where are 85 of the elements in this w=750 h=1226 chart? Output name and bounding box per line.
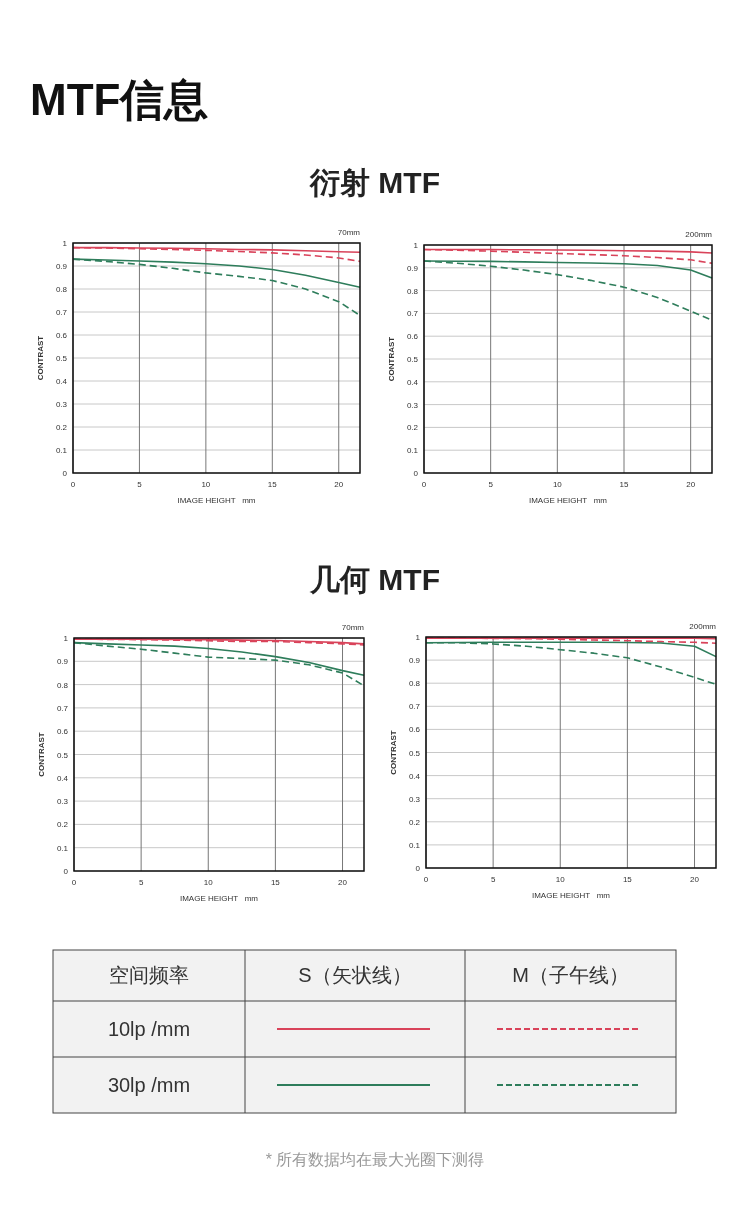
x-tick-label: 0: [70, 480, 76, 489]
y-axis-title: CONTRAST: [36, 335, 45, 381]
y-tick-label: 0.4: [408, 771, 421, 781]
x-tick-label: 10: [552, 480, 563, 489]
y-tick-label: 0.2: [406, 423, 419, 433]
y-tick-label: 0: [415, 864, 421, 873]
text: M（子午线）: [512, 964, 629, 986]
y-tick-label: 0.9: [406, 263, 419, 273]
chart-title: 衍射 MTF: [309, 166, 440, 199]
y-tick-label: 1: [413, 241, 419, 250]
y-tick-label: 0.3: [408, 794, 421, 804]
y-tick-label: 0.4: [406, 377, 419, 387]
y-tick-label: 0.1: [408, 840, 421, 850]
text: 30lp /mm: [107, 1074, 191, 1096]
x-tick-label: 15: [622, 875, 633, 884]
x-tick-label: 15: [270, 878, 281, 887]
text: 200mm: [685, 230, 713, 239]
y-axis-title: CONTRAST: [387, 336, 396, 382]
y-tick-label: 0.8: [55, 285, 68, 294]
x-axis-title: IMAGE HEIGHT mm: [531, 891, 611, 900]
y-tick-label: 0.5: [56, 750, 69, 760]
y-tick-label: 0.7: [56, 703, 69, 713]
text: 空间频率: [109, 964, 189, 986]
x-axis-title: IMAGE HEIGHT mm: [528, 496, 608, 505]
y-tick-label: 0: [62, 469, 68, 478]
y-tick-label: 0.7: [408, 702, 421, 712]
y-tick-label: 0.8: [406, 286, 419, 296]
y-tick-label: 0.3: [55, 400, 68, 409]
chart-title: 几何 MTF: [309, 563, 440, 596]
y-tick-label: 0: [413, 469, 419, 478]
y-tick-label: 0.5: [408, 748, 421, 758]
y-tick-label: 0.4: [55, 377, 68, 386]
text: 10lp /mm: [107, 1018, 191, 1040]
x-tick-label: 15: [267, 480, 278, 489]
y-tick-label: 0.6: [55, 331, 68, 340]
text: * 所有数据均在最大光圈下测得: [265, 1151, 485, 1168]
y-tick-label: 0.1: [406, 446, 419, 456]
y-tick-label: 0.6: [406, 332, 419, 342]
x-axis-title: IMAGE HEIGHT mm: [177, 496, 256, 505]
x-tick-label: 10: [201, 480, 211, 489]
y-tick-label: 0.8: [56, 680, 69, 690]
y-axis-title: CONTRAST: [389, 730, 398, 775]
y-tick-label: 0.4: [56, 773, 69, 783]
x-tick-label: 20: [334, 480, 344, 489]
y-tick-label: 0.9: [55, 262, 68, 271]
y-tick-label: 0.7: [55, 308, 68, 317]
x-tick-label: 20: [690, 875, 700, 884]
x-tick-label: 20: [686, 480, 696, 489]
y-tick-label: 0.2: [55, 423, 68, 432]
text: S（矢状线）: [298, 964, 412, 986]
y-tick-label: 0.6: [408, 725, 421, 735]
y-tick-label: 0.2: [56, 820, 69, 830]
x-tick-label: 5: [138, 878, 144, 887]
x-axis-title: IMAGE HEIGHT mm: [179, 894, 259, 903]
y-tick-label: 0: [63, 867, 69, 876]
x-tick-label: 10: [555, 875, 566, 884]
text: 200mm: [689, 622, 717, 631]
y-tick-label: 0.3: [56, 797, 69, 807]
y-tick-label: 0.1: [55, 446, 68, 455]
y-tick-label: 1: [62, 239, 68, 248]
x-tick-label: 5: [490, 875, 496, 884]
text: 70mm: [337, 228, 361, 237]
y-tick-label: 0.8: [408, 679, 421, 689]
y-tick-label: 0.9: [56, 657, 69, 667]
x-tick-label: 10: [203, 878, 214, 887]
y-tick-label: 0.5: [55, 354, 68, 363]
y-tick-label: 0.5: [406, 355, 419, 364]
y-tick-label: 0.1: [56, 843, 69, 853]
y-tick-label: 0.3: [406, 400, 419, 410]
y-tick-label: 1: [63, 634, 69, 643]
x-tick-label: 5: [488, 480, 494, 489]
y-tick-label: 0.6: [56, 727, 69, 737]
text: 70mm: [341, 623, 365, 632]
x-tick-label: 5: [137, 480, 143, 489]
text: MTF信息: [30, 75, 209, 124]
y-tick-label: 1: [415, 633, 421, 642]
x-tick-label: 0: [423, 875, 429, 884]
y-tick-label: 0.7: [406, 309, 419, 319]
x-tick-label: 20: [338, 878, 348, 887]
y-tick-label: 0.9: [408, 656, 421, 666]
y-tick-label: 0.2: [408, 817, 421, 827]
x-tick-label: 0: [71, 878, 77, 887]
x-tick-label: 0: [421, 480, 427, 489]
x-tick-label: 15: [619, 480, 629, 489]
y-axis-title: CONTRAST: [37, 732, 46, 777]
